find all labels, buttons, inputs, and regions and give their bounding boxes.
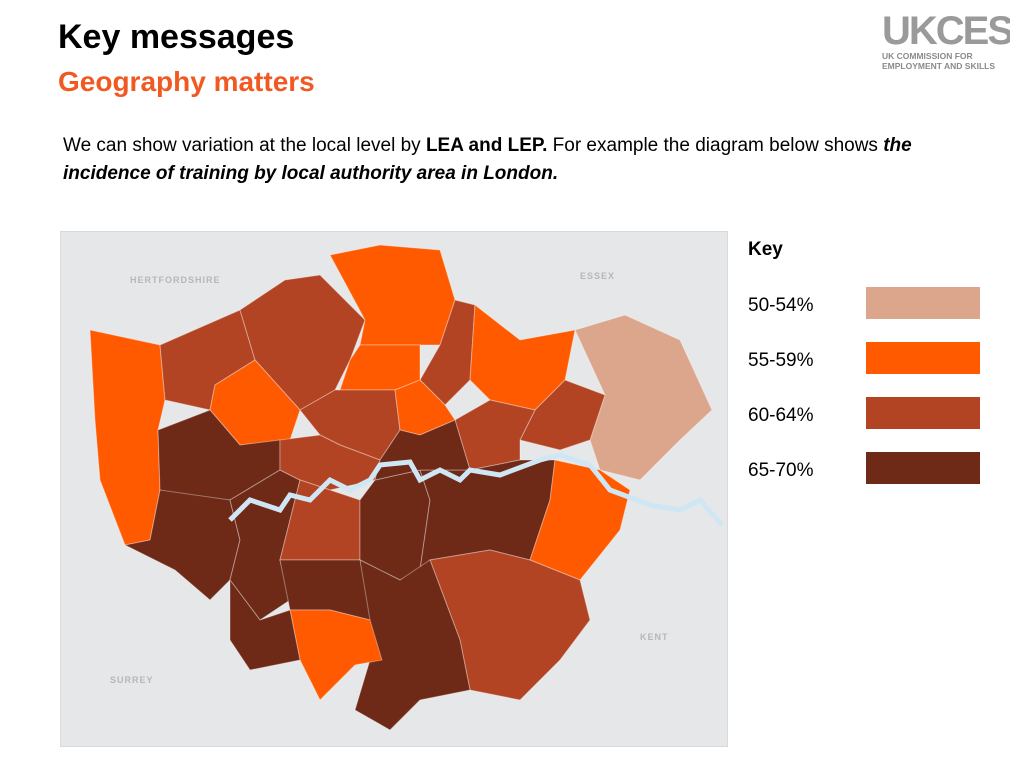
text: We can show variation at the local level… bbox=[63, 135, 426, 156]
region-label: ESSEX bbox=[580, 271, 615, 281]
river bbox=[228, 452, 724, 527]
slide-title: Key messages bbox=[58, 18, 295, 56]
slide-subtitle: Geography matters bbox=[58, 66, 315, 97]
borough bbox=[289, 609, 383, 701]
borough bbox=[229, 578, 301, 671]
text: LEA and LEP. bbox=[425, 135, 548, 156]
key-swatch bbox=[866, 397, 980, 429]
text: For example the diagram below shows bbox=[547, 135, 884, 156]
body-text: We can show variation at the local level… bbox=[63, 132, 983, 188]
region-label: HERTFORDSHIRE bbox=[130, 275, 221, 285]
logo-mark: UKCES bbox=[882, 10, 1010, 53]
text: the incidence of training by local autho… bbox=[63, 135, 912, 184]
borough bbox=[529, 459, 631, 581]
key-swatch bbox=[866, 287, 980, 319]
region-label: KENT bbox=[640, 632, 669, 642]
key-label: 55-59% bbox=[748, 350, 814, 371]
logo-line: UK COMMISSION FOR bbox=[882, 51, 973, 61]
region-label: SURREY bbox=[110, 675, 154, 685]
key-swatch bbox=[866, 342, 980, 374]
key-label: 65-70% bbox=[748, 460, 814, 481]
logo-line: EMPLOYMENT AND SKILLS bbox=[882, 61, 995, 71]
key-swatch bbox=[866, 452, 980, 484]
key-label: 60-64% bbox=[748, 405, 814, 426]
map: HERTFORDSHIRE ESSEX KENT SURREY bbox=[60, 231, 728, 747]
key-title: Key bbox=[748, 239, 783, 260]
borough bbox=[354, 559, 471, 731]
borough bbox=[359, 469, 431, 581]
key-label: 50-54% bbox=[748, 295, 814, 316]
logo: UKCES UK COMMISSION FOR EMPLOYMENT AND S… bbox=[882, 10, 1010, 71]
